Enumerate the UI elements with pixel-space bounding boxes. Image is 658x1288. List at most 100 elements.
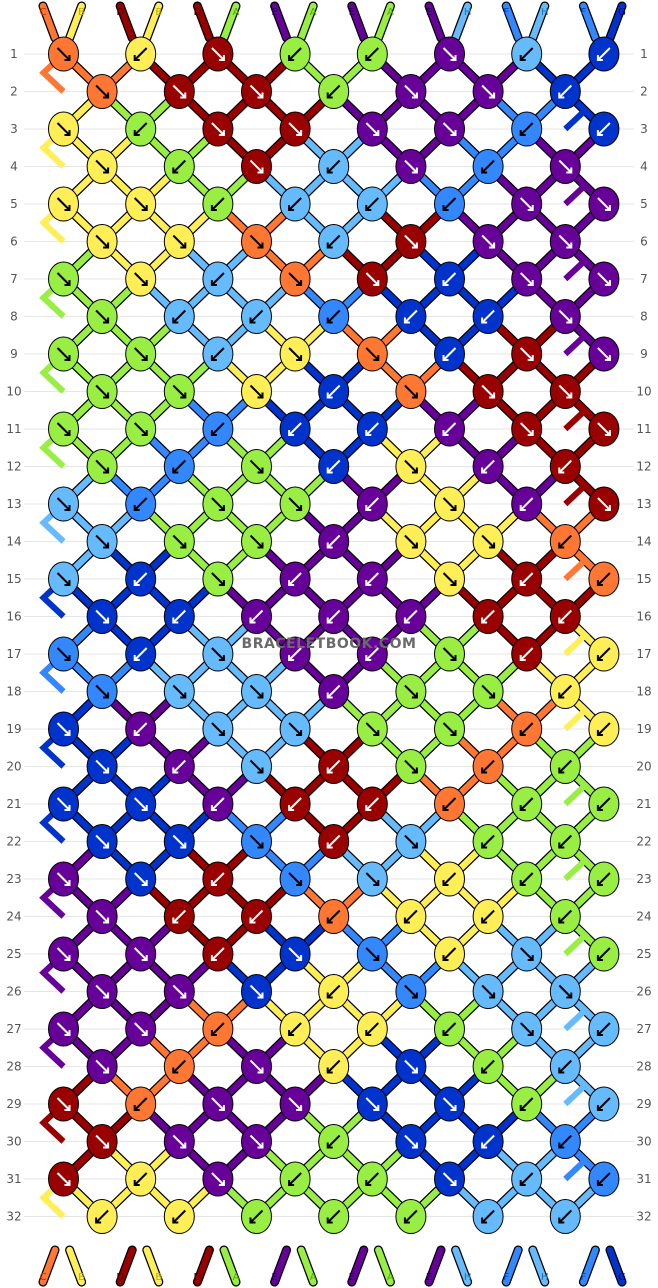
knot <box>279 186 311 222</box>
knot <box>163 824 195 859</box>
arrow-head <box>481 1142 488 1149</box>
arrow-down-left-icon <box>288 422 302 436</box>
arrow-down-left-icon <box>519 872 534 886</box>
knot <box>86 1049 118 1084</box>
top-string <box>348 2 368 42</box>
arrow-head <box>365 1180 372 1186</box>
arrow-head <box>527 955 534 961</box>
arrow-down-left-icon <box>404 309 418 324</box>
row-number-right: 26 <box>636 985 651 999</box>
row-number-right: 28 <box>636 1060 651 1074</box>
arrow-head <box>257 542 264 549</box>
arrow-down-left-icon <box>172 1059 187 1074</box>
arrow-down-right-icon <box>249 1059 264 1074</box>
arrow-down-left-icon <box>211 347 225 361</box>
knot <box>279 486 311 522</box>
knot <box>163 374 195 409</box>
knot <box>279 786 311 822</box>
arrow-head <box>558 467 565 474</box>
bottom-string-label: H <box>541 1272 549 1283</box>
row-number-right: 31 <box>636 1172 651 1186</box>
knot <box>279 1011 311 1047</box>
arrow-head <box>141 430 148 436</box>
arrow-head <box>403 917 410 924</box>
arrow-down-right-icon <box>172 234 187 249</box>
knot <box>434 36 465 72</box>
arrow-down-left-icon <box>404 1209 418 1224</box>
knot <box>163 149 195 184</box>
arrow-down-right-icon <box>56 722 71 736</box>
arrow-down-left-icon <box>442 797 457 811</box>
arrow-down-left-icon <box>211 272 225 286</box>
arrow-down-right-icon <box>442 1172 457 1186</box>
arrow-down-right-icon <box>56 47 71 61</box>
arrow-head <box>103 992 110 999</box>
top-string <box>66 2 85 42</box>
arrow-head <box>218 1105 225 1111</box>
arrow-down-right-icon <box>95 1134 109 1149</box>
knot <box>511 186 543 222</box>
arrow-down-left-icon <box>519 722 534 736</box>
row-number-left: 9 <box>10 347 18 361</box>
arrow-head <box>64 880 71 886</box>
arrow-head <box>373 280 380 286</box>
arrow-head <box>596 1030 603 1036</box>
knot <box>202 261 234 297</box>
knot <box>356 711 388 747</box>
knot <box>472 1049 504 1084</box>
arrow-head <box>365 1030 372 1036</box>
watermark-text: BRACELETBOOK.COM <box>242 636 417 652</box>
knot <box>434 1161 465 1197</box>
arrow-head <box>566 167 573 174</box>
knot <box>434 411 465 447</box>
row-number-right: 11 <box>636 422 651 436</box>
knot <box>549 749 581 784</box>
bottom-string-label: G <box>618 1272 626 1283</box>
arrow-down-left-icon <box>481 759 495 774</box>
arrow-head <box>249 617 256 624</box>
knot <box>241 74 272 109</box>
knot <box>48 186 79 222</box>
arrow-down-left-icon <box>481 1209 495 1224</box>
arrow-down-right-icon <box>95 834 109 849</box>
arrow-down-right-icon <box>442 572 457 586</box>
knot <box>318 149 350 184</box>
arrow-down-left-icon <box>211 872 225 886</box>
arrow-head <box>411 467 418 474</box>
arrow-head <box>180 1142 187 1149</box>
arrow-down-left-icon <box>558 1134 573 1149</box>
row-number-left: 6 <box>10 235 18 249</box>
arrow-head <box>558 1142 565 1149</box>
knot <box>48 561 79 597</box>
row-number-left: 19 <box>6 722 21 736</box>
knot <box>48 411 79 447</box>
top-string-label: G <box>618 7 626 18</box>
knot <box>279 36 311 72</box>
knot <box>279 336 311 372</box>
arrow-head <box>257 1142 264 1149</box>
row-number-left: 31 <box>6 1172 21 1186</box>
arrow-down-left-icon <box>404 909 418 924</box>
arrow-head <box>527 430 534 436</box>
arrow-head <box>172 617 179 624</box>
knot <box>511 561 543 597</box>
arrow-head <box>64 655 71 661</box>
arrow-head <box>442 955 449 961</box>
arrow-head <box>180 92 187 99</box>
arrow-head <box>133 730 140 736</box>
row-number-right: 15 <box>636 572 651 586</box>
arrow-head <box>64 1030 71 1036</box>
arrow-head <box>249 917 256 924</box>
arrow-down-right-icon <box>95 459 109 474</box>
knot <box>472 224 504 259</box>
knot <box>588 186 620 222</box>
arrow-down-right-icon <box>404 834 418 849</box>
knot <box>588 111 620 147</box>
knot <box>241 1199 272 1234</box>
bottom-string <box>452 1246 471 1286</box>
arrow-down-left-icon <box>365 1172 380 1186</box>
knot <box>395 224 427 259</box>
arrow-head <box>373 130 380 136</box>
arrow-head <box>133 580 140 586</box>
top-string-stubs <box>38 1 627 43</box>
